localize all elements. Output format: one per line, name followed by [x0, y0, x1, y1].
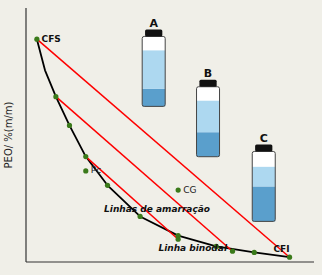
point	[176, 188, 181, 193]
x-axis	[26, 261, 314, 262]
vial-label: A	[149, 17, 158, 30]
top-phase	[197, 101, 220, 132]
y-label: PEO/ %(m/m)	[3, 101, 14, 168]
point	[53, 94, 58, 99]
vial-cap	[199, 80, 216, 87]
point	[252, 250, 257, 255]
point-label: Pc	[91, 165, 101, 175]
plot-area	[34, 30, 292, 260]
top-phase	[252, 167, 275, 187]
vial-body	[142, 36, 165, 106]
point	[83, 168, 88, 173]
point	[34, 37, 39, 42]
bottom-phase	[197, 132, 220, 156]
annotation: CFS	[42, 34, 61, 44]
point	[138, 214, 143, 219]
point	[105, 183, 110, 188]
line	[86, 157, 178, 240]
points	[34, 37, 292, 260]
point	[176, 233, 181, 238]
vials	[142, 30, 275, 222]
bottom-phase	[252, 186, 275, 221]
line	[37, 39, 290, 257]
vial-outline	[252, 151, 275, 221]
annotation: CFI	[273, 244, 289, 254]
vial-cap	[255, 145, 272, 152]
point	[67, 123, 72, 128]
annotation: Linhas de amarração	[104, 204, 210, 214]
line	[56, 97, 233, 252]
point	[287, 255, 292, 260]
vial-label: B	[204, 67, 212, 80]
y-axis	[25, 8, 26, 262]
vial	[197, 80, 220, 157]
vial	[142, 30, 165, 107]
vial-outline	[197, 87, 220, 157]
bottom-phase	[142, 89, 165, 106]
vial	[252, 145, 275, 222]
point-label: CG	[183, 185, 196, 195]
line	[37, 39, 290, 257]
lines	[37, 39, 290, 257]
vial-body	[252, 151, 275, 221]
point	[230, 249, 235, 254]
vial-label: C	[260, 132, 268, 145]
vial-cap	[145, 30, 162, 37]
vial-outline	[142, 36, 165, 106]
top-phase	[142, 50, 165, 88]
point	[83, 154, 88, 159]
vial-body	[197, 87, 220, 157]
labels: CG Pc A B C CFS CFI Linhas de amarração Linha bi…	[42, 17, 290, 255]
chart: PEO/ %(m/m) CG Pc A B C CFS CFI Linhas de amarra…	[0, 0, 322, 275]
annotation: Linha binodal	[158, 243, 227, 253]
background	[0, 0, 322, 275]
